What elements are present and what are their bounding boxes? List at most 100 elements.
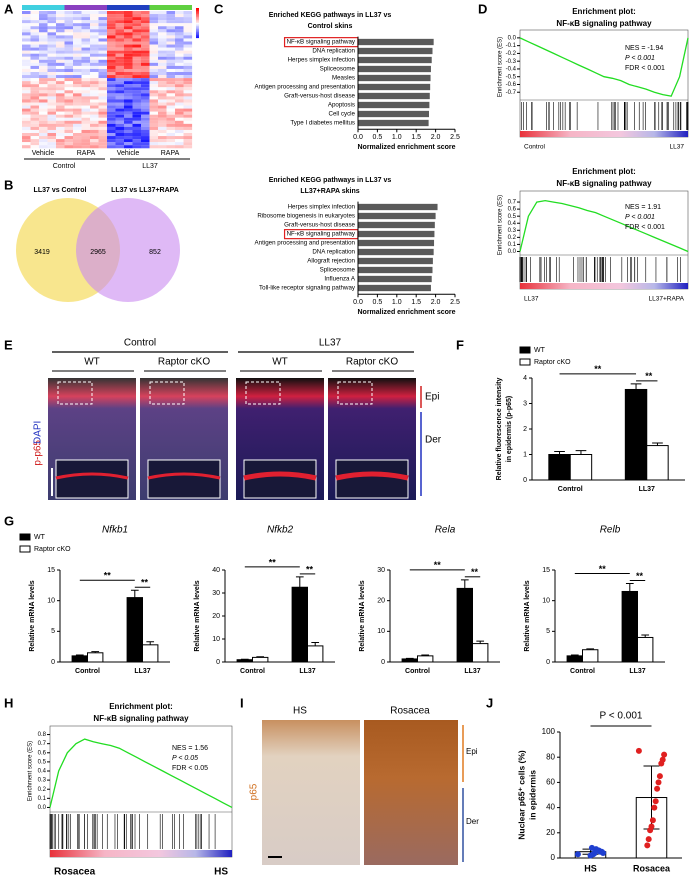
heatmap-cell — [56, 62, 65, 66]
heatmap-cell — [73, 14, 82, 18]
heatmap-cell — [39, 56, 48, 60]
heatmap-cell — [166, 139, 176, 143]
significance-label: ** — [269, 557, 277, 567]
heatmap-cell — [166, 47, 176, 51]
panel-label: H — [4, 695, 13, 710]
heatmap-cell — [149, 68, 159, 73]
heatmap-cell — [56, 50, 65, 54]
category-label: Toll-like receptor signaling pathway — [259, 285, 356, 292]
data-point — [645, 836, 652, 843]
heatmap-cell — [73, 41, 82, 45]
category-label: Allograft rejection — [307, 258, 355, 265]
micrograph — [262, 720, 360, 865]
heatmap-cell — [39, 78, 48, 82]
y-tick-label: 10 — [47, 598, 55, 605]
heatmap-cell — [141, 96, 150, 100]
heatmap-cell — [141, 62, 150, 66]
y-tick-label: 4 — [523, 375, 527, 382]
heatmap-cell — [30, 139, 40, 143]
bar — [358, 239, 435, 247]
heatmap-cell — [98, 114, 108, 118]
heatmap-cell — [115, 29, 125, 33]
heatmap-cell — [22, 142, 31, 146]
heatmap-cell — [115, 50, 125, 54]
heatmap-cell — [22, 50, 31, 54]
heatmap-cell — [22, 93, 31, 97]
heatmap-cell — [132, 93, 142, 97]
heatmap-cell — [166, 50, 176, 54]
heatmap-cell — [141, 87, 150, 91]
heatmap-cell — [98, 111, 108, 115]
heatmap-cell — [39, 14, 48, 18]
heatmap-cell — [30, 123, 40, 127]
heatmap-cell — [183, 56, 193, 60]
heatmap-cell — [39, 114, 48, 118]
heatmap-cell — [158, 47, 167, 51]
heatmap-cell — [166, 111, 176, 115]
heatmap-cell — [90, 23, 99, 27]
condition-label: Vehicle — [117, 150, 140, 157]
heatmap-cell — [107, 129, 116, 134]
heatmap-cell — [183, 99, 193, 103]
category-label: Spliceosome — [320, 66, 356, 73]
x-tick-label: LL37 — [299, 668, 315, 675]
heatmap-cell — [39, 117, 48, 121]
heatmap-cell — [81, 145, 91, 149]
y-axis-label: Relative mRNA levels — [524, 580, 531, 651]
heatmap-cell — [166, 11, 176, 15]
chart-title: LL37+RAPA skins — [300, 188, 359, 195]
y-axis-label: Enrichment score (ES) — [498, 195, 504, 255]
heatmap-cell — [90, 114, 99, 118]
heatmap-cell — [132, 87, 142, 91]
y-tick-label: -0.2 — [506, 51, 517, 57]
heatmap-cell — [98, 99, 108, 103]
x-tick-label: Control — [570, 668, 595, 675]
category-label: Antigen processing and presentation — [255, 84, 356, 91]
heatmap-cell — [124, 145, 133, 149]
heatmap-cell — [166, 23, 176, 27]
heatmap-cell — [30, 53, 40, 57]
category-label: Cell cycle — [329, 111, 356, 118]
heatmap-cell — [107, 50, 116, 54]
heatmap-cell — [47, 75, 57, 79]
y-tick-label: 0.7 — [508, 200, 517, 206]
heatmap-cell — [132, 20, 142, 24]
heatmap-cell — [73, 50, 82, 54]
heatmap-cell — [81, 102, 91, 106]
heatmap-cell — [90, 32, 99, 36]
heatmap-cell — [175, 105, 184, 109]
heatmap-cell — [149, 111, 159, 115]
heatmap-cell — [39, 133, 48, 137]
stain-label: DAPI — [33, 421, 44, 444]
inset — [243, 459, 317, 499]
heatmap-cell — [64, 99, 74, 103]
heatmap-cell — [22, 87, 31, 91]
heatmap-cell — [64, 47, 74, 51]
heatmap-cell — [90, 90, 99, 94]
heatmap-cell — [39, 108, 48, 112]
heatmap-cell — [56, 75, 65, 79]
heatmap-cell — [107, 123, 116, 127]
heatmap-cell — [175, 47, 184, 51]
heatmap-cell — [183, 133, 193, 137]
chart-title: Nfkb2 — [267, 525, 294, 536]
heatmap-cell — [30, 59, 40, 63]
heatmap-cell — [166, 90, 176, 94]
heatmap-cell — [56, 84, 65, 88]
heatmap-cell — [141, 81, 150, 85]
heatmap-cell — [132, 81, 142, 85]
heatmap-cell — [175, 38, 184, 42]
heatmap-cell — [149, 114, 159, 118]
heatmap-cell — [115, 129, 125, 134]
heatmap-cell — [81, 133, 91, 137]
heatmap-cell — [73, 90, 82, 94]
heatmap-cell — [141, 68, 150, 73]
phenotype-label: LL37 — [670, 144, 685, 151]
heatmap-cell — [124, 81, 133, 85]
heatmap-cell — [183, 123, 193, 127]
x-tick-label: LL37 — [464, 668, 480, 675]
bar — [126, 597, 143, 663]
heatmap-cell — [47, 136, 57, 140]
heatmap-cell — [98, 108, 108, 112]
heatmap-cell — [30, 23, 40, 27]
